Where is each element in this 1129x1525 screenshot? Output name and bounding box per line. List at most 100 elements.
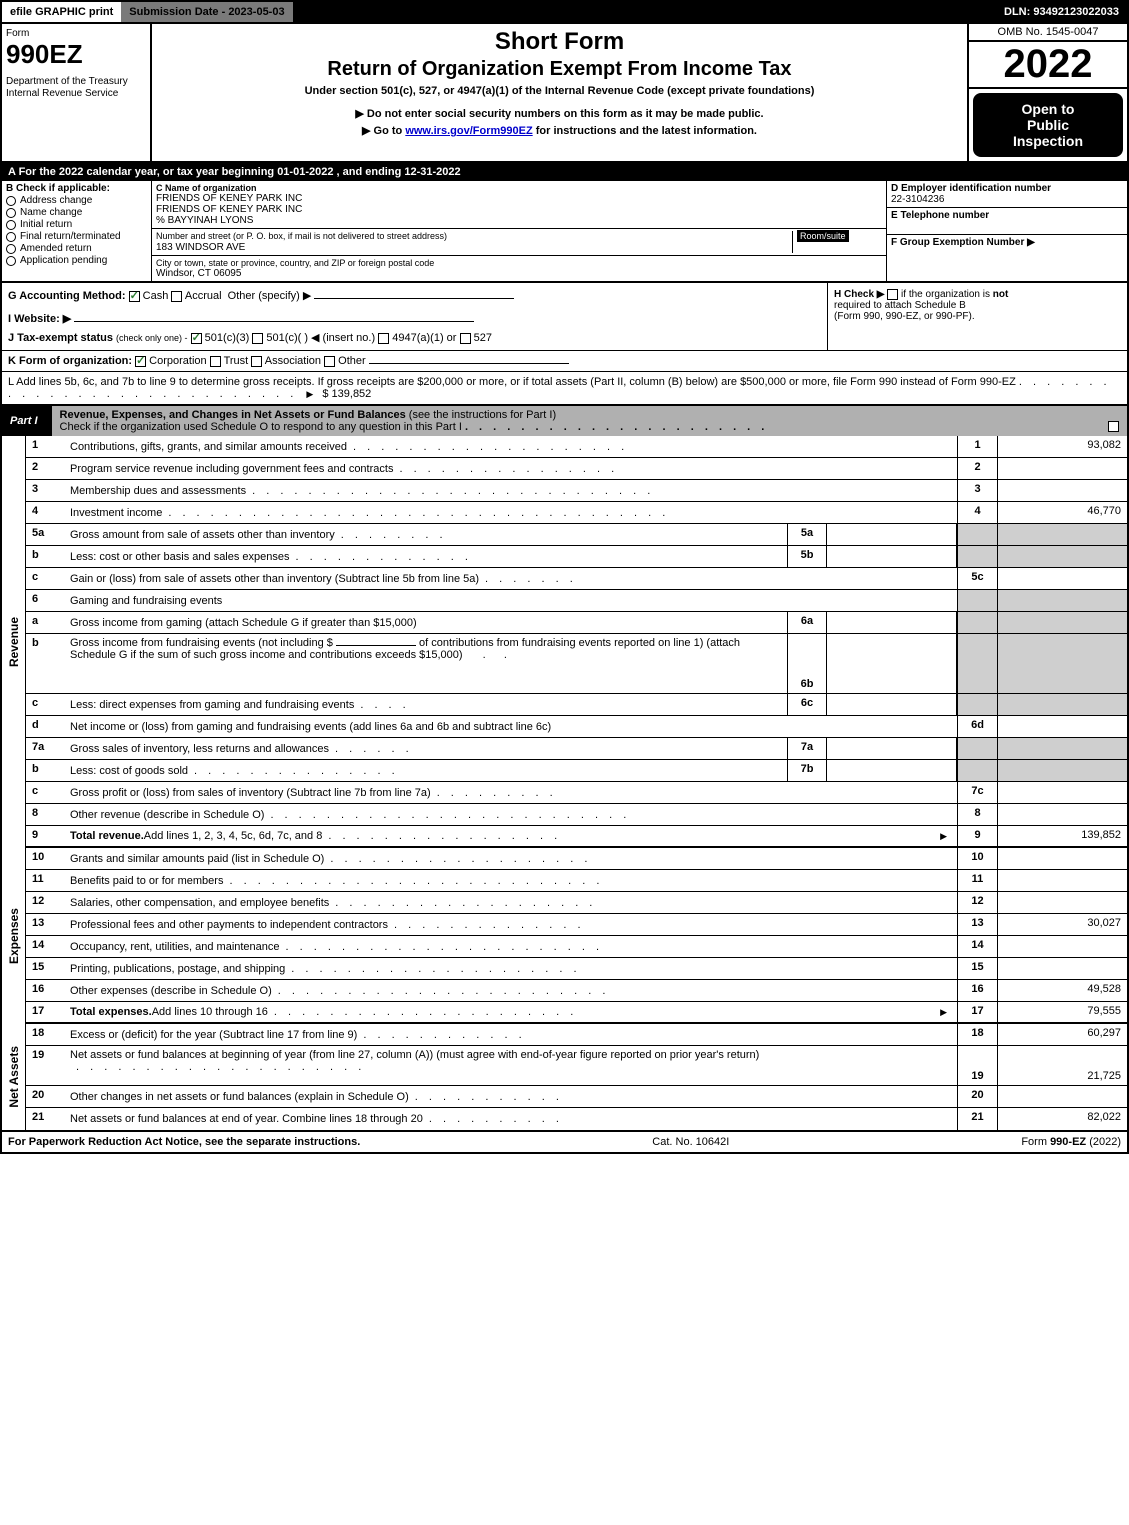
- ln6d-desc: Net income or (loss) from gaming and fun…: [70, 721, 551, 733]
- h-schedule-b: H Check ▶ if the organization is not req…: [827, 283, 1127, 350]
- vlabel-expenses: Expenses: [2, 848, 26, 1024]
- revenue-table: Revenue 1Contributions, gifts, grants, a…: [0, 436, 1129, 848]
- page-footer: For Paperwork Reduction Act Notice, see …: [0, 1132, 1129, 1154]
- h-prefix: H Check ▶: [834, 289, 884, 300]
- website-line[interactable]: [74, 321, 474, 322]
- ln6b-ref: [957, 634, 997, 693]
- lbl-accrual: Accrual: [185, 290, 222, 302]
- ln6b-mb: 6b: [787, 634, 827, 693]
- ln16-ref: 16: [957, 980, 997, 1001]
- ln5a-amt: [997, 524, 1127, 545]
- ln20-desc: Other changes in net assets or fund bala…: [70, 1091, 409, 1103]
- h-text1: if the organization is: [901, 289, 990, 300]
- ln13-desc: Professional fees and other payments to …: [70, 919, 388, 931]
- ln5a-mb: 5a: [787, 524, 827, 545]
- i-website: I Website: ▶: [8, 312, 821, 325]
- ln20-num: 20: [26, 1086, 66, 1107]
- ln8-ref: 8: [957, 804, 997, 825]
- k-form-org: K Form of organization: Corporation Trus…: [0, 351, 1129, 372]
- col-b-header: B Check if applicable:: [6, 183, 147, 194]
- ln6b-mv: [827, 634, 957, 693]
- chk-501c[interactable]: [252, 333, 263, 344]
- ln7a-num: 7a: [26, 738, 66, 759]
- ln7a-amt: [997, 738, 1127, 759]
- ln4-desc: Investment income: [70, 507, 162, 519]
- g-prefix: G Accounting Method:: [8, 290, 126, 302]
- irs-link[interactable]: www.irs.gov/Form990EZ: [405, 125, 532, 137]
- ln6a-mv: [827, 612, 957, 633]
- j-tax-exempt: J Tax-exempt status (check only one) - 5…: [8, 331, 821, 344]
- lbl-cash: Cash: [143, 290, 169, 302]
- care-of: % BAYYINAH LYONS: [156, 215, 882, 226]
- ln5a-num: 5a: [26, 524, 66, 545]
- ln15-num: 15: [26, 958, 66, 979]
- other-org-line[interactable]: [369, 363, 569, 364]
- part1-title: Revenue, Expenses, and Changes in Net As…: [52, 406, 1127, 436]
- h-text3: (Form 990, 990-EZ, or 990-PF).: [834, 311, 975, 322]
- chk-other-org[interactable]: [324, 356, 335, 367]
- chk-schedule-b[interactable]: [887, 289, 898, 300]
- h-text2: required to attach Schedule B: [834, 300, 966, 311]
- chk-trust[interactable]: [210, 356, 221, 367]
- chk-schedule-o-part1[interactable]: [1108, 421, 1119, 432]
- ln5c-desc: Gain or (loss) from sale of assets other…: [70, 573, 479, 585]
- ln10-amt: [997, 848, 1127, 869]
- ln6c-ref: [957, 694, 997, 715]
- chk-4947[interactable]: [378, 333, 389, 344]
- chk-accrual[interactable]: [171, 291, 182, 302]
- ln16-desc: Other expenses (describe in Schedule O): [70, 985, 272, 997]
- ln14-desc: Occupancy, rent, utilities, and maintena…: [70, 941, 280, 953]
- ln6d-amt: [997, 716, 1127, 737]
- vlabel-revenue: Revenue: [2, 436, 26, 848]
- ln17-ref: 17: [957, 1002, 997, 1022]
- chk-cash[interactable]: [129, 291, 140, 302]
- return-title: Return of Organization Exempt From Incom…: [160, 58, 959, 81]
- header-left: Form 990EZ Department of the Treasury In…: [2, 24, 152, 161]
- chk-amended-return[interactable]: [6, 244, 16, 254]
- ln7c-num: c: [26, 782, 66, 803]
- chk-corporation[interactable]: [135, 356, 146, 367]
- ln7a-ref: [957, 738, 997, 759]
- phone-label: E Telephone number: [891, 210, 1123, 221]
- ln5c-ref: 5c: [957, 568, 997, 589]
- ln6-desc: Gaming and fundraising events: [70, 595, 222, 607]
- lbl-trust: Trust: [224, 355, 249, 367]
- ln10-desc: Grants and similar amounts paid (list in…: [70, 853, 324, 865]
- chk-association[interactable]: [251, 356, 262, 367]
- ln7c-amt: [997, 782, 1127, 803]
- chk-name-change[interactable]: [6, 208, 16, 218]
- ln6a-num: a: [26, 612, 66, 633]
- ln10-ref: 10: [957, 848, 997, 869]
- lbl-name-change: Name change: [20, 207, 82, 218]
- chk-501c3[interactable]: [191, 333, 202, 344]
- group-exemption-label: F Group Exemption Number ▶: [891, 237, 1123, 248]
- chk-527[interactable]: [460, 333, 471, 344]
- ln5a-desc: Gross amount from sale of assets other t…: [70, 529, 335, 541]
- ln1-num: 1: [26, 436, 66, 457]
- chk-initial-return[interactable]: [6, 220, 16, 230]
- ln5c-num: c: [26, 568, 66, 589]
- ln6-amt: [997, 590, 1127, 611]
- tax-year: 2022: [969, 42, 1127, 89]
- ln1-amt: 93,082: [997, 436, 1127, 457]
- ln6c-mb: 6c: [787, 694, 827, 715]
- addr-label: Number and street (or P. O. box, if mail…: [156, 231, 447, 241]
- chk-address-change[interactable]: [6, 196, 16, 206]
- ln6b-blank[interactable]: [336, 645, 416, 646]
- ln1-ref: 1: [957, 436, 997, 457]
- lbl-4947: 4947(a)(1) or: [392, 332, 456, 344]
- ln19-num: 19: [26, 1046, 66, 1085]
- other-specify-line[interactable]: [314, 298, 514, 299]
- ln11-amt: [997, 870, 1127, 891]
- ln7b-mv: [827, 760, 957, 781]
- ln3-num: 3: [26, 480, 66, 501]
- part1-note: (see the instructions for Part I): [409, 409, 556, 421]
- room-label: Room/suite: [797, 230, 849, 242]
- ln5b-amt: [997, 546, 1127, 567]
- k-prefix: K Form of organization:: [8, 355, 132, 367]
- chk-application-pending[interactable]: [6, 256, 16, 266]
- lbl-corporation: Corporation: [149, 355, 206, 367]
- chk-final-return[interactable]: [6, 232, 16, 242]
- ln4-ref: 4: [957, 502, 997, 523]
- efile-print[interactable]: efile GRAPHIC print: [2, 2, 121, 22]
